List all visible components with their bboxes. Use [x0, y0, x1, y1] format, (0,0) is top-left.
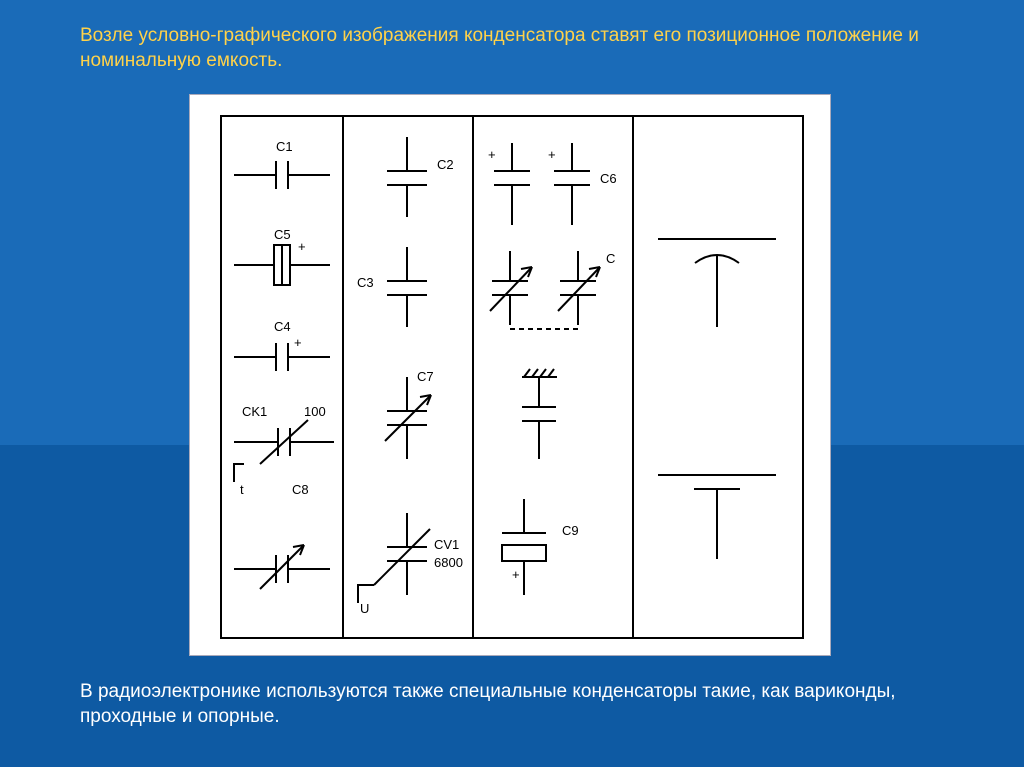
cap-c4: C4 +	[234, 317, 330, 382]
cap-c2: C2	[357, 137, 467, 217]
c6-plus1: +	[488, 147, 496, 162]
ck1-c8: C8	[292, 482, 309, 497]
diagram-grid: C1 C5 + C4 +	[220, 115, 804, 639]
intro-text: Возле условно-графического изображения к…	[80, 24, 940, 73]
cap-cv1: CV1 6800 U	[352, 505, 472, 615]
cap-c5: C5 +	[234, 225, 330, 295]
ck1-left: CK1	[242, 404, 267, 419]
c9-plus: +	[512, 567, 520, 582]
c5-label: C5	[274, 227, 291, 242]
c4-label: C4	[274, 319, 291, 334]
cap-col4-top	[650, 217, 785, 337]
cap-c7: C7	[357, 367, 467, 467]
col-sep-2	[472, 117, 474, 637]
c5-plus: +	[298, 239, 306, 254]
cap-feedthrough	[502, 367, 592, 467]
footer-text: В радиоэлектронике используются также сп…	[80, 680, 940, 729]
cap-var-pair: C	[480, 245, 635, 345]
cap-bottom1	[234, 529, 330, 609]
c1-label: C1	[276, 139, 293, 154]
c3-label: C3	[357, 275, 374, 290]
cv1-bot: 6800	[434, 555, 463, 570]
c9-label: C9	[562, 523, 579, 538]
ck1-t: t	[240, 482, 244, 497]
cap-c9: + C9	[484, 495, 624, 605]
c6-plus2: +	[548, 147, 556, 162]
c6-label: C6	[600, 171, 617, 186]
c7-label: C7	[417, 369, 434, 384]
c2-label: C2	[437, 157, 454, 172]
ck1-right: 100	[304, 404, 326, 419]
cap-ck1: CK1 100 t C8	[230, 402, 338, 497]
intro-text-content: Возле условно-графического изображения к…	[80, 25, 919, 71]
cap-c1: C1	[234, 137, 330, 197]
cap-col4-bot	[650, 447, 785, 567]
cap-c3: C3	[357, 247, 467, 327]
col-sep-3	[632, 117, 634, 637]
c4-plus: +	[294, 335, 302, 350]
cv1-top: CV1	[434, 537, 459, 552]
diagram-panel: C1 C5 + C4 +	[190, 95, 830, 655]
slide-container: Возле условно-графического изображения к…	[0, 0, 1024, 767]
footer-text-content: В радиоэлектронике используются также сп…	[80, 681, 896, 727]
cv1-u: U	[360, 601, 369, 616]
col-sep-1	[342, 117, 344, 637]
cap-c6: + + C6	[482, 135, 632, 230]
cvar-label: C	[606, 251, 615, 266]
